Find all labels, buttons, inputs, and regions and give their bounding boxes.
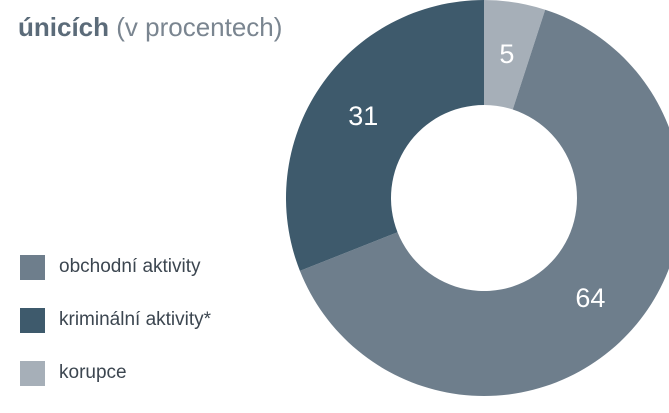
legend: obchodní aktivity kriminální aktivity* k… [20,254,211,413]
legend-swatch-korupce [20,360,45,386]
legend-swatch-obchodni [20,254,45,280]
legend-item-kriminalni: kriminální aktivity* [20,307,211,333]
legend-item-obchodni: obchodní aktivity [20,254,211,280]
slice-label-0: 5 [499,39,514,69]
legend-item-korupce: korupce [20,360,211,386]
chart-title-bold: únicích [18,12,110,42]
donut-slice-2 [286,0,484,271]
slice-label-2: 31 [348,101,378,131]
legend-swatch-kriminalni [20,307,45,333]
legend-label-korupce: korupce [59,362,127,383]
donut-slice-1 [299,9,669,396]
donut-chart: 5 64 31 [286,0,669,396]
legend-label-kriminalni: kriminální aktivity* [59,309,212,330]
chart-title: únicích (v procentech) [18,12,282,43]
legend-label-obchodni: obchodní aktivity [59,256,201,277]
chart-title-rest: (v procentech) [109,12,283,42]
slice-label-1: 64 [575,283,605,313]
donut-slice-0 [484,0,546,110]
